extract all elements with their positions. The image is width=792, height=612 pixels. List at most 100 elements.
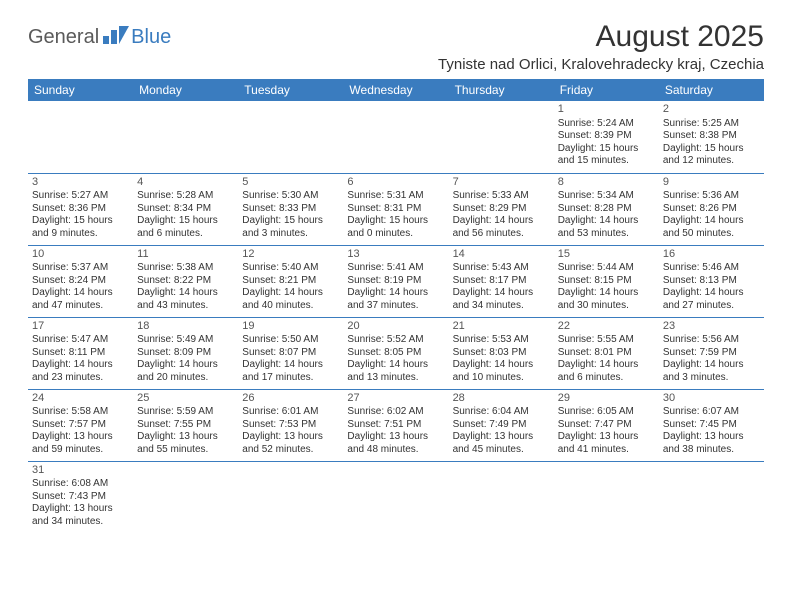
day-info-line: Sunrise: 5:59 AM (137, 406, 234, 419)
day-info-line: Sunrise: 5:38 AM (137, 262, 234, 275)
day-info-line: and 34 minutes. (453, 300, 550, 313)
header-row: General Blue August 2025 (28, 20, 764, 54)
day-number: 29 (558, 392, 655, 406)
calendar-day-cell (133, 461, 238, 533)
day-info-line: Sunset: 8:38 PM (663, 130, 760, 143)
day-info-line: Sunrise: 5:55 AM (558, 334, 655, 347)
calendar-day-cell: 3Sunrise: 5:27 AMSunset: 8:36 PMDaylight… (28, 173, 133, 245)
day-info-line: Sunrise: 5:36 AM (663, 190, 760, 203)
day-info-line: Sunset: 7:45 PM (663, 419, 760, 432)
calendar-day-cell: 9Sunrise: 5:36 AMSunset: 8:26 PMDaylight… (659, 173, 764, 245)
weekday-header: Friday (554, 79, 659, 101)
day-info-line: and 34 minutes. (32, 516, 129, 529)
day-info-line: Sunset: 7:55 PM (137, 419, 234, 432)
day-info-line: Sunset: 8:22 PM (137, 275, 234, 288)
calendar-day-cell: 18Sunrise: 5:49 AMSunset: 8:09 PMDayligh… (133, 317, 238, 389)
day-info-line: Daylight: 14 hours (453, 287, 550, 300)
day-info-line: Daylight: 13 hours (558, 431, 655, 444)
day-info-line: Daylight: 14 hours (663, 287, 760, 300)
calendar-day-cell (659, 461, 764, 533)
day-info-line: Sunrise: 5:37 AM (32, 262, 129, 275)
day-number: 14 (453, 248, 550, 262)
day-info-line: Daylight: 13 hours (453, 431, 550, 444)
day-info-line: Daylight: 13 hours (32, 503, 129, 516)
calendar-day-cell: 22Sunrise: 5:55 AMSunset: 8:01 PMDayligh… (554, 317, 659, 389)
weekday-header: Sunday (28, 79, 133, 101)
calendar-day-cell: 28Sunrise: 6:04 AMSunset: 7:49 PMDayligh… (449, 389, 554, 461)
day-info-line: Daylight: 14 hours (558, 359, 655, 372)
day-info-line: and 20 minutes. (137, 372, 234, 385)
day-info-line: Sunrise: 6:05 AM (558, 406, 655, 419)
calendar-day-cell: 6Sunrise: 5:31 AMSunset: 8:31 PMDaylight… (343, 173, 448, 245)
location-subtitle: Tyniste nad Orlici, Kralovehradecky kraj… (28, 56, 764, 73)
calendar-day-cell: 19Sunrise: 5:50 AMSunset: 8:07 PMDayligh… (238, 317, 343, 389)
day-info-line: Daylight: 14 hours (558, 215, 655, 228)
day-info-line: and 15 minutes. (558, 155, 655, 168)
day-info-line: Daylight: 14 hours (242, 287, 339, 300)
calendar-day-cell: 20Sunrise: 5:52 AMSunset: 8:05 PMDayligh… (343, 317, 448, 389)
day-number: 4 (137, 176, 234, 190)
day-info-line: Sunset: 8:24 PM (32, 275, 129, 288)
day-number: 15 (558, 248, 655, 262)
calendar-week-row: 17Sunrise: 5:47 AMSunset: 8:11 PMDayligh… (28, 317, 764, 389)
day-info-line: Sunset: 7:49 PM (453, 419, 550, 432)
day-info-line: Sunrise: 5:28 AM (137, 190, 234, 203)
day-info-line: Sunset: 7:51 PM (347, 419, 444, 432)
day-info-line: Daylight: 15 hours (137, 215, 234, 228)
day-number: 21 (453, 320, 550, 334)
day-info-line: Sunset: 8:13 PM (663, 275, 760, 288)
calendar-day-cell (238, 101, 343, 173)
day-info-line: Daylight: 14 hours (663, 359, 760, 372)
logo: General Blue (28, 26, 171, 49)
calendar-day-cell: 17Sunrise: 5:47 AMSunset: 8:11 PMDayligh… (28, 317, 133, 389)
day-info-line: Sunset: 8:36 PM (32, 203, 129, 216)
weekday-header: Thursday (449, 79, 554, 101)
day-info-line: Daylight: 14 hours (137, 359, 234, 372)
day-info-line: Daylight: 14 hours (137, 287, 234, 300)
day-info-line: Sunrise: 6:02 AM (347, 406, 444, 419)
day-info-line: and 41 minutes. (558, 444, 655, 457)
calendar-day-cell (449, 101, 554, 173)
calendar-day-cell: 23Sunrise: 5:56 AMSunset: 7:59 PMDayligh… (659, 317, 764, 389)
calendar-day-cell (554, 461, 659, 533)
day-info-line: and 6 minutes. (558, 372, 655, 385)
day-info-line: and 40 minutes. (242, 300, 339, 313)
day-info-line: Daylight: 15 hours (242, 215, 339, 228)
day-info-line: Sunrise: 5:49 AM (137, 334, 234, 347)
day-info-line: and 17 minutes. (242, 372, 339, 385)
day-number: 26 (242, 392, 339, 406)
day-number: 3 (32, 176, 129, 190)
day-info-line: Daylight: 14 hours (32, 359, 129, 372)
day-info-line: Sunrise: 5:34 AM (558, 190, 655, 203)
day-info-line: Sunrise: 5:43 AM (453, 262, 550, 275)
day-info-line: and 30 minutes. (558, 300, 655, 313)
calendar-day-cell: 7Sunrise: 5:33 AMSunset: 8:29 PMDaylight… (449, 173, 554, 245)
day-info-line: and 23 minutes. (32, 372, 129, 385)
day-info-line: Sunset: 8:07 PM (242, 347, 339, 360)
day-number: 5 (242, 176, 339, 190)
day-info-line: Sunrise: 5:40 AM (242, 262, 339, 275)
calendar-body: 1Sunrise: 5:24 AMSunset: 8:39 PMDaylight… (28, 101, 764, 533)
calendar-week-row: 31Sunrise: 6:08 AMSunset: 7:43 PMDayligh… (28, 461, 764, 533)
day-number: 7 (453, 176, 550, 190)
day-number: 25 (137, 392, 234, 406)
day-info-line: and 43 minutes. (137, 300, 234, 313)
day-number: 2 (663, 103, 760, 117)
day-info-line: Sunset: 8:15 PM (558, 275, 655, 288)
day-info-line: Sunset: 8:03 PM (453, 347, 550, 360)
calendar-day-cell: 10Sunrise: 5:37 AMSunset: 8:24 PMDayligh… (28, 245, 133, 317)
calendar-day-cell: 14Sunrise: 5:43 AMSunset: 8:17 PMDayligh… (449, 245, 554, 317)
day-info-line: Daylight: 14 hours (558, 287, 655, 300)
day-info-line: Sunset: 8:05 PM (347, 347, 444, 360)
day-number: 8 (558, 176, 655, 190)
calendar-week-row: 24Sunrise: 5:58 AMSunset: 7:57 PMDayligh… (28, 389, 764, 461)
day-info-line: Sunrise: 5:33 AM (453, 190, 550, 203)
calendar-day-cell (238, 461, 343, 533)
calendar-day-cell: 30Sunrise: 6:07 AMSunset: 7:45 PMDayligh… (659, 389, 764, 461)
logo-chart-icon (103, 26, 129, 49)
day-number: 24 (32, 392, 129, 406)
day-info-line: Sunrise: 5:58 AM (32, 406, 129, 419)
day-info-line: Sunrise: 5:46 AM (663, 262, 760, 275)
day-number: 9 (663, 176, 760, 190)
calendar-day-cell: 24Sunrise: 5:58 AMSunset: 7:57 PMDayligh… (28, 389, 133, 461)
